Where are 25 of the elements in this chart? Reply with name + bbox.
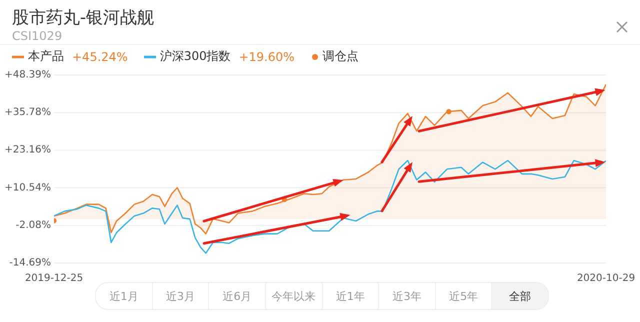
y-tick-label: -14.69%	[9, 258, 51, 268]
chart-subtitle: CSI1029	[12, 29, 62, 43]
point	[446, 109, 452, 114]
y-tick-label: +10.54%	[4, 182, 51, 194]
legend-label: 调仓点	[322, 48, 359, 65]
legend-label: 沪深300指数	[160, 48, 231, 65]
y-tick-label: +48.39%	[4, 70, 51, 80]
y-tick-label: -2.08%	[16, 220, 51, 231]
text: 近3年	[378, 283, 435, 309]
x-tick-label: 2020-10-29	[576, 273, 636, 284]
text: 近3月	[152, 283, 208, 309]
line-series	[54, 160, 606, 254]
text: 近6月	[208, 283, 265, 309]
y-tick-label: +35.78%	[4, 107, 51, 118]
text: 近1年	[322, 283, 378, 309]
x-tick-label: 2019-12-25	[24, 273, 84, 284]
text: 近5年	[434, 283, 492, 309]
text: 近1月	[108, 288, 140, 304]
text: 今年以来	[264, 283, 322, 309]
chart-title: 股市药丸-银河战舰	[12, 7, 154, 29]
text: +19.60%	[238, 50, 295, 64]
legend-label: 本产品	[28, 48, 64, 65]
text: 全部	[491, 283, 548, 309]
text: +45.24%	[72, 50, 128, 64]
y-tick-label: +23.16%	[4, 144, 51, 156]
